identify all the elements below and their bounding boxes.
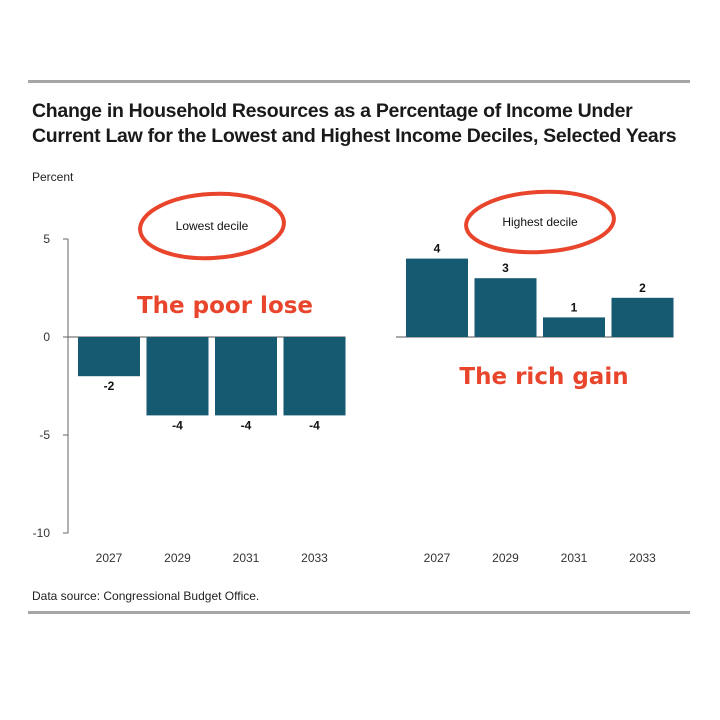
x-tick-label: 2029: [164, 551, 191, 565]
data-label: 2: [639, 281, 646, 295]
bar-lowest-2033: [283, 337, 346, 416]
top-rule: [28, 80, 690, 83]
red-circle-annotation: [464, 189, 616, 255]
bar-highest-2029: [474, 278, 537, 337]
bar-highest-2027: [406, 258, 468, 337]
x-tick-label: 2027: [424, 551, 451, 565]
data-label: -4: [241, 418, 252, 432]
x-tick-label: 2029: [492, 551, 519, 565]
y-tick-label: 5: [43, 232, 50, 246]
bar-lowest-2031: [215, 337, 277, 416]
y-tick-label: 0: [43, 330, 50, 344]
bar-lowest-2027: [78, 337, 140, 377]
data-label: -4: [172, 418, 183, 432]
bar-highest-2033: [611, 297, 674, 337]
x-tick-label: 2033: [629, 551, 656, 565]
x-tick-label: 2031: [233, 551, 260, 565]
data-label: -2: [104, 379, 115, 393]
chart-title: Change in Household Resources as a Perce…: [32, 100, 677, 147]
panel-title-lowest-decile: Lowest decile: [176, 219, 249, 233]
data-label: 1: [571, 300, 578, 314]
y-tick-label: -5: [39, 428, 50, 442]
bottom-rule: [28, 611, 690, 614]
y-unit-label: Percent: [32, 170, 74, 184]
bar-lowest-2029: [146, 337, 209, 416]
y-tick-label: -10: [33, 526, 51, 540]
data-label: 4: [434, 242, 441, 256]
x-tick-label: 2027: [96, 551, 123, 565]
data-source-note: Data source: Congressional Budget Office…: [32, 589, 260, 603]
x-tick-label: 2031: [561, 551, 588, 565]
panel-title-highest-decile: Highest decile: [502, 215, 578, 229]
annotation-rich-gain: The rich gain: [459, 364, 628, 390]
bar-highest-2031: [543, 317, 605, 337]
x-tick-label: 2033: [301, 551, 328, 565]
data-label: 3: [502, 261, 509, 275]
annotation-poor-lose: The poor lose: [137, 293, 313, 319]
data-label: -4: [309, 418, 320, 432]
red-circle-annotation: [138, 191, 286, 261]
